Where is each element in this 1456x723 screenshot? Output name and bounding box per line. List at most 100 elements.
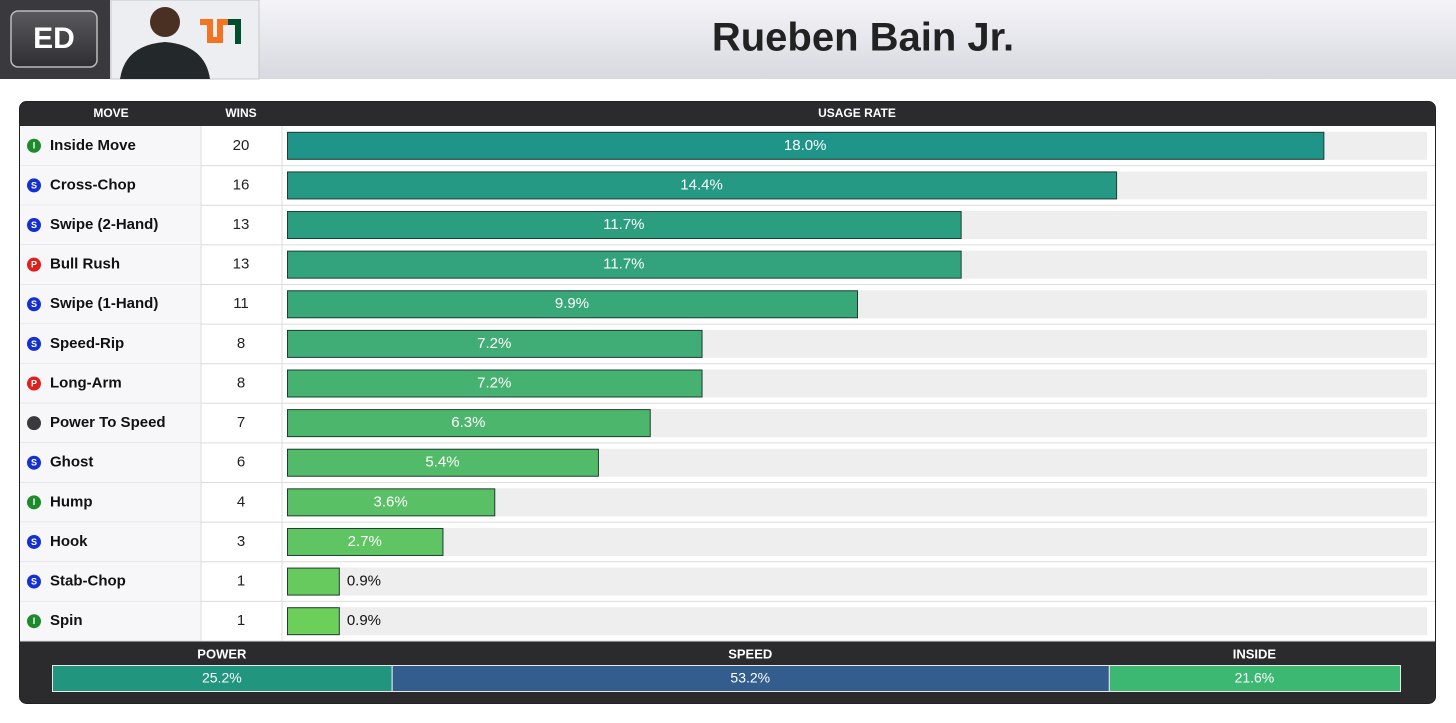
wins: 11 [233,295,249,312]
move-cell [20,403,201,443]
move-cell [20,561,201,602]
usage-label: 7.2% [477,374,511,391]
move-name: Ghost [50,454,93,471]
move-type-letter: I [33,616,36,626]
usage-bar [287,329,703,358]
move-cell [20,205,201,245]
move-name: Swipe (2-Hand) [50,216,158,233]
photo-head [150,7,180,37]
move-type-letter: P [31,378,37,388]
move-type-letter: S [31,299,37,309]
move-type-icon [27,178,41,193]
summary-segment [52,665,393,692]
move-type-icon [27,495,41,510]
move-type-letter: S [31,220,37,230]
usage-bar [287,409,651,438]
summary-name: INSIDE [1233,646,1277,661]
usage-bar [287,369,703,398]
usage-bar [287,527,444,556]
move-name: Inside Move [50,137,136,154]
usage-label: 6.3% [451,414,485,431]
move-type-letter: S [31,180,37,190]
move-name: Swipe (1-Hand) [50,295,158,312]
move-type-icon [27,614,41,629]
move-type-letter: I [33,497,36,507]
summary-label: 21.6% [1235,670,1275,686]
move-name: Spin [50,612,83,629]
usage-bar [287,131,1325,160]
move-type-icon [27,336,41,351]
move-type-icon [27,534,41,549]
usage-label: 11.7% [603,216,644,233]
usage-bar [287,211,962,240]
move-type-icon [27,138,41,153]
usage-label: 0.9% [347,612,381,629]
usage-bar [287,448,599,477]
move-name: Long-Arm [50,374,122,391]
bar-track [287,607,1427,636]
usage-label: 3.6% [374,493,408,510]
move-type-icon [27,416,41,431]
summary-label: 53.2% [730,670,770,686]
wins: 20 [233,137,250,154]
move-cell [20,363,201,404]
summary-name: SPEED [728,646,772,661]
move-cell [20,324,201,364]
usage-bar [287,290,858,319]
wins: 1 [237,573,245,590]
move-cell [20,601,201,641]
move-name: Hump [50,493,93,510]
move-type-letter: P [31,260,37,270]
logo-green [228,19,241,44]
usage-label: 14.4% [680,176,723,193]
usage-bar [287,250,962,279]
wins: 16 [233,176,250,193]
column-header: USAGE RATE [818,106,896,120]
wins: 1 [237,612,245,629]
move-cell [20,244,201,285]
move-name: Bull Rush [50,256,120,273]
move-name: Power To Speed [50,414,166,431]
usage-label: 0.9% [347,573,381,590]
usage-label: 18.0% [784,137,827,154]
bar-track [287,527,1427,556]
move-type-letter: S [31,458,37,468]
move-type-icon [27,455,41,470]
move-type-letter: S [31,339,37,349]
position: ED [33,22,75,55]
column-header: WINS [225,106,256,120]
move-type-letter: S [31,576,37,586]
usage-label: 5.4% [425,454,459,471]
move-type-letter: I [33,141,36,151]
wins: 13 [233,216,250,233]
column-header: MOVE [93,106,128,120]
player-name: Rueben Bain Jr. [712,16,1014,60]
usage-bar [287,607,340,636]
usage-label: 2.7% [348,533,382,550]
photo-body [120,42,210,79]
usage-bar [287,488,496,517]
summary-name: POWER [197,646,247,661]
move-type-letter: S [31,537,37,547]
summary-segment [1108,665,1402,692]
move-type-icon [27,574,41,589]
wins: 8 [237,335,245,352]
move-cell [20,165,201,206]
move-cell [20,126,201,166]
move-cell [20,482,201,523]
position-box [10,10,98,68]
wins: 13 [233,256,250,273]
wins: 7 [237,414,245,431]
usage-bar [287,567,340,596]
move-name: Stab-Chop [50,573,126,590]
move-type-icon [27,297,41,312]
move-cell [20,442,201,483]
move-type-icon [27,218,41,233]
move-name: Speed-Rip [50,335,124,352]
summary-segment [391,665,1110,692]
move-name: Cross-Chop [50,176,136,193]
move-type-icon [27,376,41,391]
wins: 8 [237,374,245,391]
